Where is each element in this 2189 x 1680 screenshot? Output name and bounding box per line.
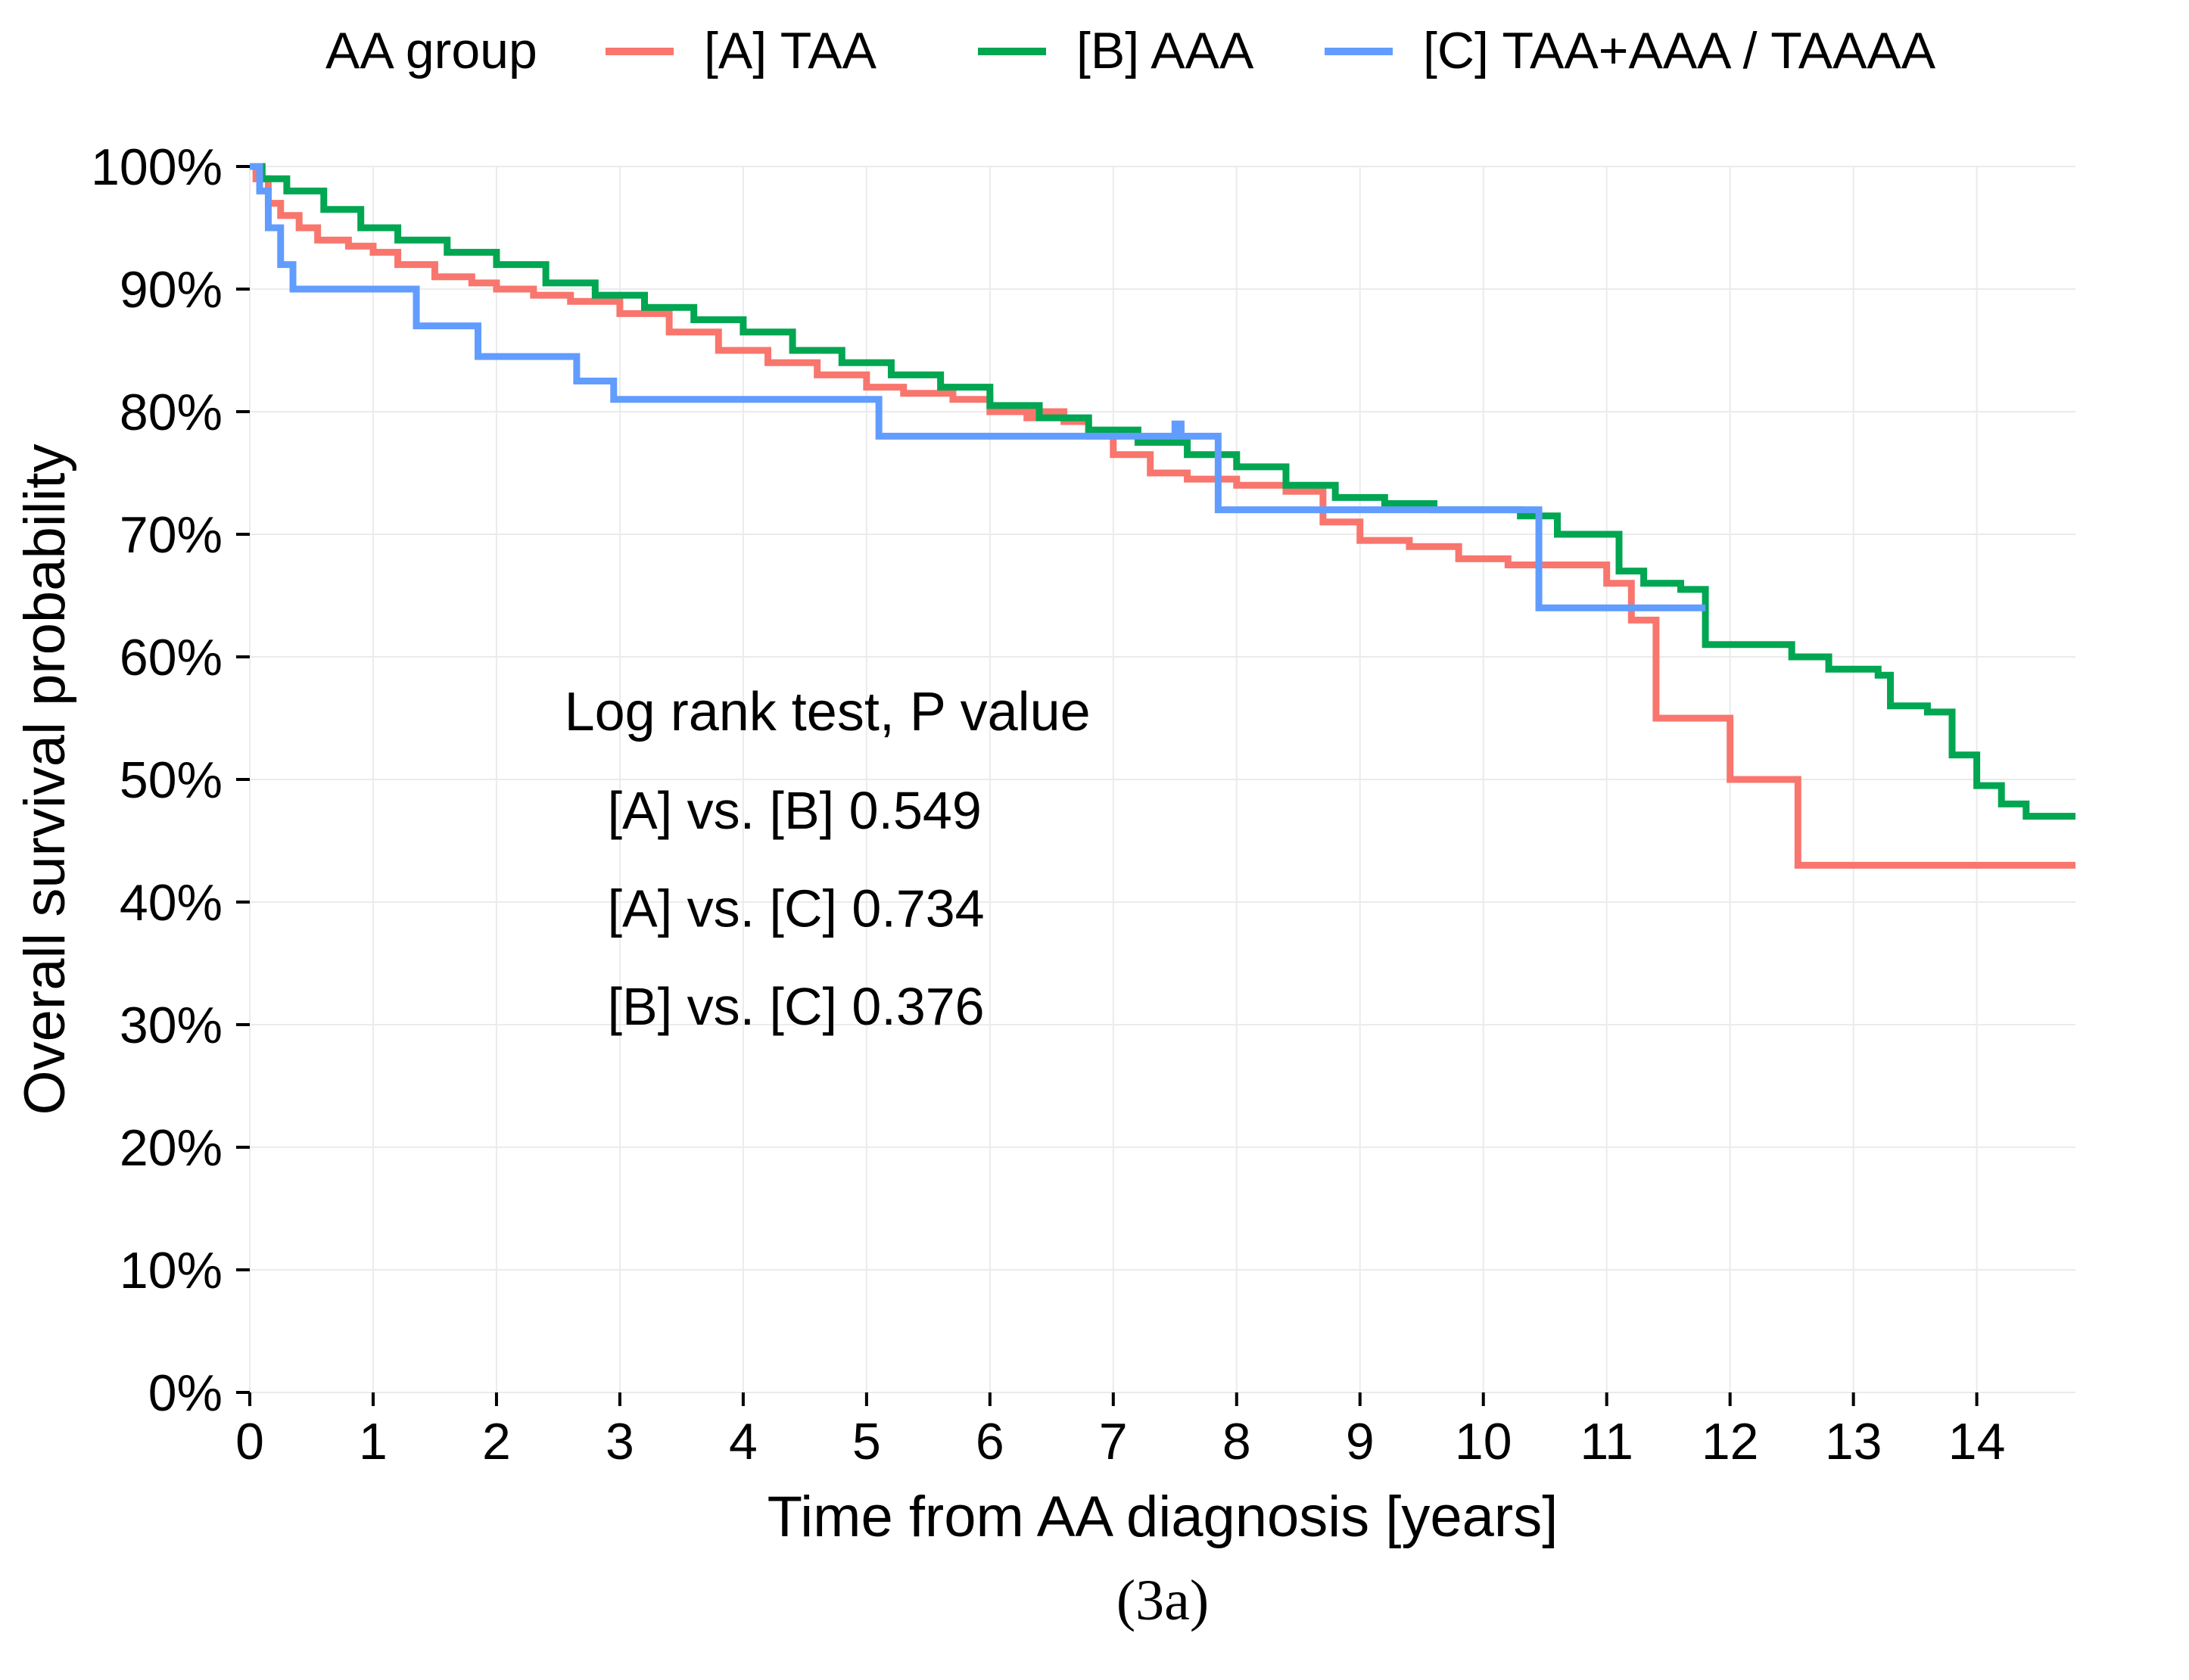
y-tick-label: 30%: [120, 997, 223, 1054]
x-tick-label: 0: [235, 1413, 264, 1470]
y-tick-label: 10%: [120, 1242, 223, 1299]
x-tick-label: 7: [1099, 1413, 1128, 1470]
x-tick-label: 8: [1222, 1413, 1251, 1470]
chart-container: 012345678910111213140%10%20%30%40%50%60%…: [0, 0, 2189, 1680]
y-tick-label: 80%: [120, 384, 223, 441]
y-tick-label: 70%: [120, 506, 223, 564]
x-tick-label: 12: [1702, 1413, 1759, 1470]
x-tick-label: 3: [606, 1413, 634, 1470]
y-tick-label: 40%: [120, 874, 223, 932]
x-tick-label: 4: [729, 1413, 758, 1470]
x-tick-label: 14: [1948, 1413, 2006, 1470]
legend-label-B: [B] AAA: [1076, 22, 1254, 79]
x-tick-label: 1: [359, 1413, 388, 1470]
y-tick-label: 50%: [120, 751, 223, 809]
x-tick-label: 13: [1825, 1413, 1882, 1470]
annot-title: Log rank test, P value: [565, 682, 1091, 742]
x-tick-label: 5: [852, 1413, 881, 1470]
y-tick-label: 60%: [120, 629, 223, 686]
y-axis-label: Overall survival probability: [13, 444, 77, 1115]
x-tick-label: 2: [482, 1413, 511, 1470]
x-axis-label: Time from AA diagnosis [years]: [768, 1485, 1558, 1549]
annot-line-1: [A] vs. [C] 0.734: [608, 879, 985, 938]
legend-label-C: [C] TAA+AAA / TAAAA: [1423, 22, 1936, 79]
x-tick-label: 9: [1346, 1413, 1375, 1470]
figure-caption: (3a): [1116, 1569, 1209, 1632]
y-tick-label: 100%: [91, 138, 223, 196]
x-tick-label: 6: [976, 1413, 1004, 1470]
legend-title: AA group: [325, 22, 537, 79]
annot-line-0: [A] vs. [B] 0.549: [608, 781, 982, 840]
annot-line-2: [B] vs. [C] 0.376: [608, 977, 985, 1036]
y-tick-label: 0%: [148, 1364, 223, 1422]
y-tick-label: 20%: [120, 1119, 223, 1177]
x-tick-label: 10: [1455, 1413, 1512, 1470]
y-tick-label: 90%: [120, 261, 223, 319]
km-survival-chart: 012345678910111213140%10%20%30%40%50%60%…: [0, 0, 2189, 1680]
legend-label-A: [A] TAA: [704, 22, 877, 79]
x-tick-label: 11: [1580, 1413, 1633, 1470]
